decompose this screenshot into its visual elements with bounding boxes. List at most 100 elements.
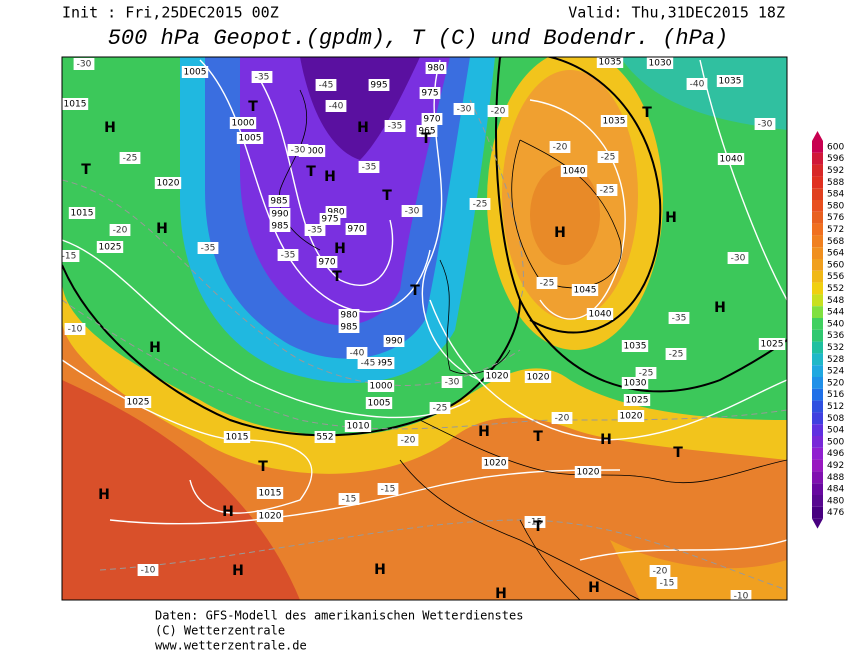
temperature-label-box — [277, 249, 299, 261]
colorbar-label: 536 — [827, 331, 844, 341]
colorbar-label: 584 — [827, 190, 844, 200]
temperature-label-box — [357, 357, 379, 369]
isobar-label: 1025 — [127, 398, 150, 408]
temperature-label: -25 — [639, 369, 654, 379]
temperature-label: -15 — [381, 485, 396, 495]
isobar-label-box — [345, 223, 367, 235]
temperature-label-box — [315, 79, 337, 91]
isobar-label-box — [483, 370, 511, 382]
temperature-label: -25 — [123, 154, 138, 164]
colorbar-label: 556 — [827, 272, 844, 282]
isobar-label: 1040 — [563, 167, 586, 177]
colorbar-swatch — [812, 282, 823, 295]
temperature-label: -30 — [405, 207, 420, 217]
isobar-label: 975 — [421, 89, 438, 99]
colorbar-label: 568 — [827, 237, 844, 247]
temperature-label: -20 — [113, 226, 128, 236]
temperature-label-box — [668, 312, 690, 324]
temperature-label: -20 — [401, 436, 416, 446]
isobar-label-box — [560, 165, 588, 177]
temperature-label-box — [635, 367, 657, 379]
temperature-label-box — [686, 78, 708, 90]
temperature-label-box — [73, 58, 95, 70]
temperature-label: -25 — [601, 153, 616, 163]
colorbar-label: 512 — [827, 402, 844, 412]
isobar-label-box — [600, 115, 628, 127]
isobar-label: 1020 — [527, 373, 550, 383]
colorbar-swatch — [812, 176, 823, 189]
isobar-label: 970 — [318, 258, 335, 268]
temperature-label-box — [487, 105, 509, 117]
colorbar-swatch — [812, 235, 823, 248]
temperature-label-box — [137, 564, 159, 576]
temperature-label: -20 — [653, 567, 668, 577]
colorbar-label: 596 — [827, 154, 844, 164]
temperature-label: -35 — [362, 163, 377, 173]
temperature-label-box — [304, 224, 326, 236]
isobar-label-box — [571, 284, 599, 296]
footer-copyright: (C) Wetterzentrale — [155, 624, 285, 638]
isobar-label: 1025 — [626, 396, 649, 406]
colorbar-label: 492 — [827, 461, 844, 471]
colorbar-label: 588 — [827, 178, 844, 188]
isobar-label: 970 — [347, 225, 364, 235]
colorbar-swatch — [812, 412, 823, 425]
isobar-label: 985 — [340, 323, 357, 333]
temperature-label-box — [377, 483, 399, 495]
isobar-label: 1020 — [486, 372, 509, 382]
temperature-label-box — [358, 161, 380, 173]
pressure-center: H — [98, 487, 110, 503]
isobar-label: 1015 — [71, 209, 94, 219]
isobar-label: 1025 — [761, 340, 784, 350]
isobar-label-box — [181, 66, 209, 78]
colorbar-swatch — [812, 459, 823, 472]
colorbar-label: 600 — [827, 142, 844, 152]
colorbar-swatch — [812, 306, 823, 318]
temperature-label: -40 — [690, 80, 705, 90]
isobar-label-box — [154, 177, 182, 189]
temperature-label: -15 — [342, 495, 357, 505]
isobar-label-box — [758, 338, 786, 350]
temperature-label-box — [64, 323, 86, 335]
footer-url: www.wetterzentrale.de — [155, 639, 307, 653]
isobar-label: 1000 — [370, 382, 393, 392]
colorbar-swatch — [812, 388, 823, 401]
temperature-label: -30 — [758, 120, 773, 130]
pressure-center: H — [600, 432, 612, 448]
isobar-label: 990 — [385, 337, 402, 347]
temperature-label: -25 — [433, 404, 448, 414]
temperature-label: -20 — [555, 414, 570, 424]
isobar-label-box — [223, 431, 251, 443]
isobar-label-box — [368, 79, 390, 91]
colorbar-swatch — [812, 329, 823, 342]
isobar-label: 995 — [375, 359, 392, 369]
isobar-label-box — [256, 510, 284, 522]
temperature-label-box — [730, 590, 752, 600]
isobar-label: 1035 — [719, 77, 742, 87]
temperature-label-box — [727, 252, 749, 264]
isobar-label-box — [621, 377, 649, 389]
temperature-label-box — [401, 205, 423, 217]
high-core — [530, 165, 600, 265]
colorbar-swatch — [812, 247, 823, 259]
colorbar-swatch — [812, 164, 823, 177]
pressure-center: H — [156, 221, 168, 237]
isobar-label-box — [596, 57, 624, 68]
pressure-center: H — [478, 424, 490, 440]
isobar-label: 985 — [271, 222, 288, 232]
colorbar-label: 540 — [827, 319, 844, 329]
colorbar-label: 552 — [827, 284, 844, 294]
colorbar-label: 504 — [827, 426, 844, 436]
isobar-label: 1000 — [301, 147, 324, 157]
colorbar-label: 532 — [827, 343, 844, 353]
isobar-label-box — [269, 220, 291, 232]
temperature-label: -35 — [255, 73, 270, 83]
colorbar-label: 488 — [827, 473, 844, 483]
temperature-label: -25 — [600, 186, 615, 196]
colorbar-label: 520 — [827, 378, 844, 388]
isobar-label: 552 — [316, 433, 333, 443]
pressure-center: T — [533, 519, 543, 535]
colorbar-swatch — [812, 506, 823, 519]
temperature-label-box — [62, 250, 80, 262]
temperature-label-box — [656, 577, 678, 589]
